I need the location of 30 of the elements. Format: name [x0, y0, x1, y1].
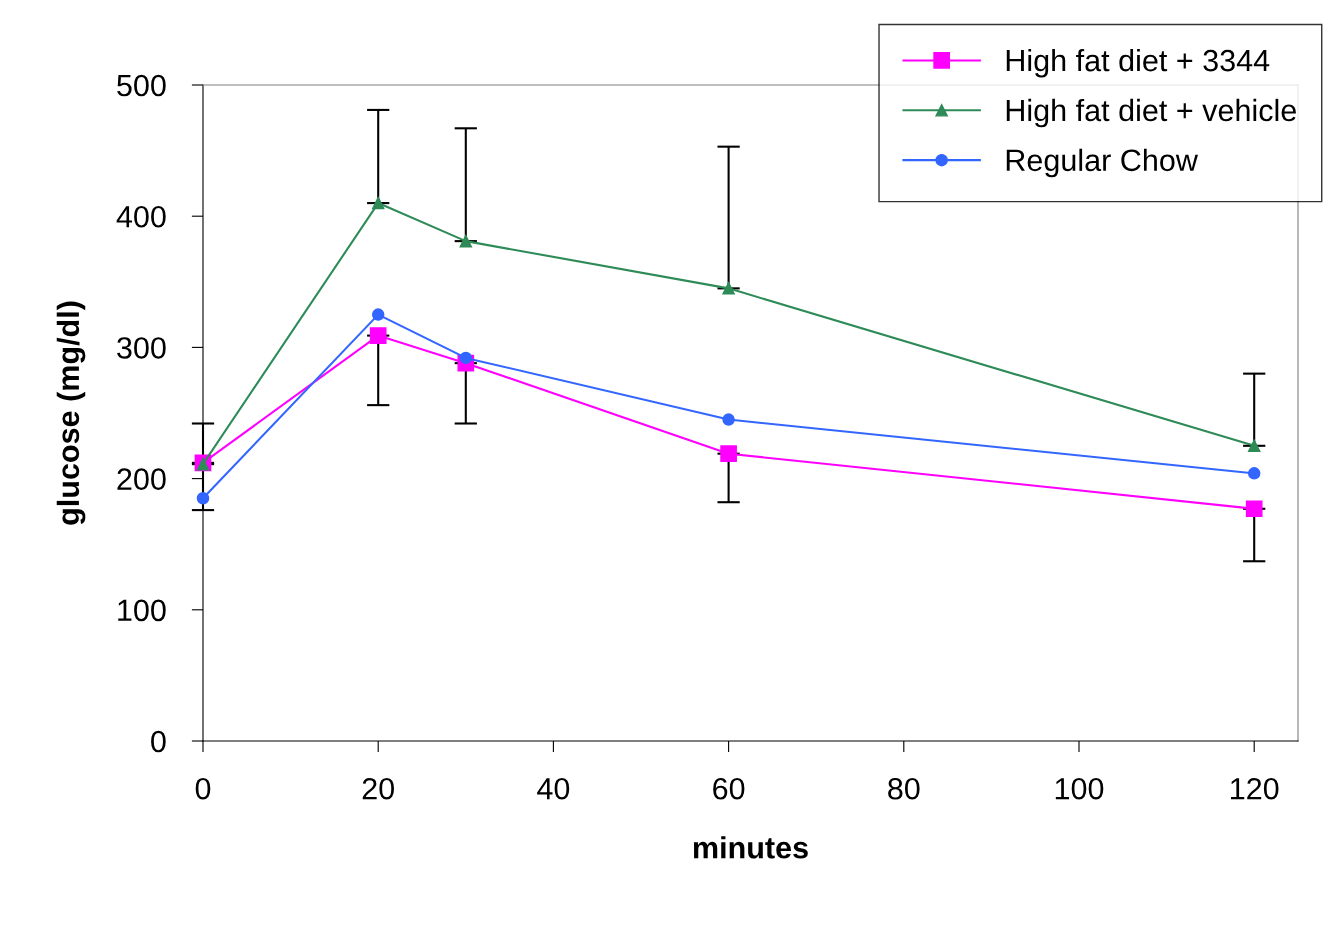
x-axis-title: minutes [693, 836, 808, 859]
y-tick-label: 200 [117, 468, 166, 490]
x-tick-label: 120 [1231, 777, 1279, 800]
point [722, 282, 735, 295]
x-tick-label: 100 [1055, 777, 1104, 800]
x-tick-label: 0 [195, 777, 211, 800]
point [369, 327, 387, 344]
point [196, 492, 210, 505]
point [1247, 467, 1261, 480]
point [1245, 500, 1263, 518]
y-tick-label: 500 [117, 74, 166, 97]
y-tick-label: 400 [116, 205, 166, 228]
y-tick-label: 100 [118, 599, 166, 622]
point [371, 308, 385, 321]
legend-label: Regular Chow [1006, 148, 1198, 178]
y-tick-label: 0 [151, 730, 166, 753]
point [459, 234, 473, 248]
y-axis-title: glucose (mg/dl) [56, 301, 86, 525]
legend-label: High fat diet + 3344 [1006, 48, 1270, 78]
point [720, 445, 737, 463]
point [722, 413, 735, 426]
x-tick-label: 80 [888, 777, 920, 800]
point [459, 351, 473, 365]
y-tick-label: 300 [117, 337, 166, 359]
x-tick-label: 40 [537, 777, 570, 800]
x-tick-label: 20 [362, 777, 394, 800]
x-tick-label: 60 [713, 777, 745, 800]
legend-label: High fat diet + vehicle [1006, 98, 1296, 128]
point [1247, 439, 1261, 453]
point [371, 196, 385, 210]
